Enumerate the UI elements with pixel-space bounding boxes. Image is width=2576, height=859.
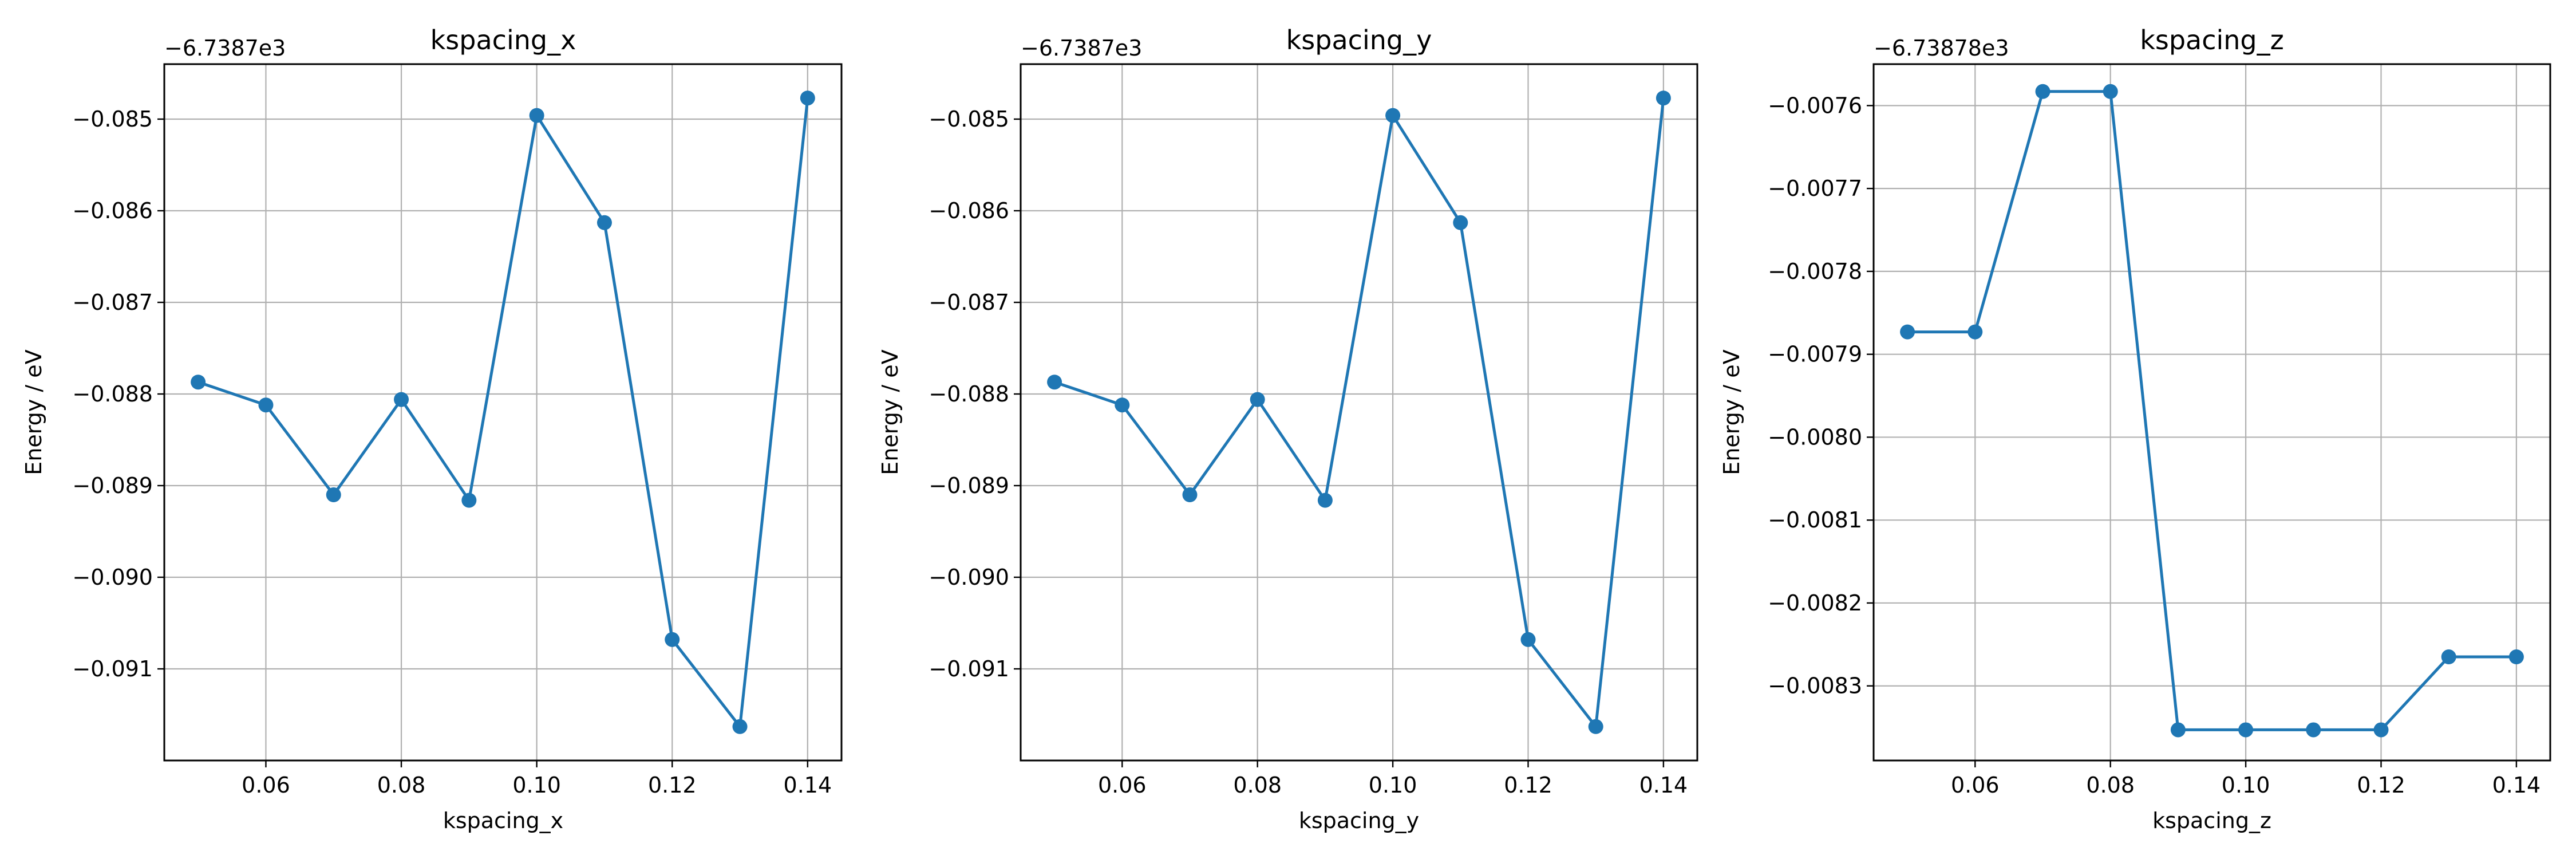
data-point [665,632,680,647]
x-tick-label: 0.08 [377,773,426,798]
y-tick-label: −0.0080 [1768,424,1862,450]
y-tick-label: −0.091 [72,656,153,681]
data-point [529,108,544,123]
x-tick-label: 0.06 [1098,773,1147,798]
data-point [2306,722,2321,738]
data-point [1900,324,1915,340]
y-tick-label: −0.091 [929,656,1009,681]
x-axis-label: kspacing_y [1299,808,1419,833]
y-tick-label: −0.0079 [1768,342,1862,367]
data-point [2441,649,2456,665]
x-tick-label: 0.12 [648,773,697,798]
data-point [1453,215,1468,230]
data-point [2170,722,2186,738]
data-point [2035,84,2050,99]
y-tick-label: −0.0081 [1768,507,1862,533]
x-tick-label: 0.12 [1504,773,1552,798]
x-tick-label: 0.06 [1951,773,2000,798]
x-axis-label: kspacing_z [2152,808,2271,833]
data-point [1588,719,1603,734]
chart-title: kspacing_z [2140,25,2284,56]
subplot-kspacing-x: kspacing_x −6.7387e3 kspacing_x Energy /… [21,25,843,833]
y-tick-label: −0.090 [72,565,153,590]
y-tick-label: −0.090 [929,565,1009,590]
data-point [596,215,612,230]
y-offset-label: −6.7387e3 [164,36,286,61]
data-point [1656,90,1671,106]
y-tick-label: −0.0083 [1768,673,1862,699]
y-tick-label: −0.088 [72,381,153,407]
x-tick-label: 0.08 [2086,773,2135,798]
y-tick-label: −0.0082 [1768,590,1862,616]
y-tick-label: −0.086 [72,198,153,223]
y-offset-label: −6.7387e3 [1021,36,1142,61]
data-point [394,392,409,407]
plot-frame [1020,63,1698,762]
series-line [1054,97,1665,728]
y-tick-label: −0.085 [929,107,1009,132]
data-point [2508,649,2524,665]
data-point [732,719,748,734]
data-point [1385,108,1401,123]
x-tick-label: 0.14 [784,773,832,798]
chart-title: kspacing_x [430,25,576,56]
x-tick-label: 0.06 [242,773,290,798]
x-tick-label: 0.10 [2222,773,2270,798]
data-point [2103,84,2118,99]
subplot-kspacing-z: kspacing_z −6.73878e3 kspacing_z Energy … [1719,25,2551,833]
data-point [1520,632,1536,647]
subplot-kspacing-y: kspacing_y −6.7387e3 kspacing_y Energy /… [878,25,1698,833]
data-point [461,492,477,508]
data-point [1967,324,1983,340]
series-line [197,97,809,728]
data-point [1182,487,1198,502]
y-tick-label: −0.089 [929,473,1009,498]
x-tick-label: 0.08 [1233,773,1282,798]
y-tick-label: −0.089 [72,473,153,498]
data-point [1115,397,1130,413]
y-tick-label: −0.087 [72,290,153,315]
data-point [1317,492,1333,508]
data-point [191,375,206,390]
y-tick-label: −0.088 [929,381,1009,407]
y-tick-label: −0.086 [929,198,1009,223]
y-tick-label: −0.0076 [1768,93,1862,118]
y-axis-label: Energy / eV [1719,349,1744,475]
plot-frame [1872,63,2551,762]
x-tick-label: 0.10 [1369,773,1417,798]
plot-frame [163,63,843,762]
chart-title: kspacing_y [1286,25,1432,56]
data-point [258,397,274,413]
x-tick-label: 0.14 [2492,773,2541,798]
y-tick-label: −0.085 [72,107,153,132]
y-offset-label: −6.73878e3 [1874,36,2009,61]
x-tick-label: 0.12 [2357,773,2405,798]
series-line [1907,90,2516,731]
data-point [1047,375,1062,390]
y-tick-label: −0.087 [929,290,1009,315]
y-tick-label: −0.0077 [1768,176,1862,201]
data-point [2238,722,2254,738]
data-point [2373,722,2389,738]
y-axis-label: Energy / eV [878,349,903,475]
x-tick-label: 0.14 [1639,773,1688,798]
x-axis-label: kspacing_x [443,808,563,833]
data-point [1250,392,1265,407]
data-point [326,487,341,502]
x-tick-label: 0.10 [512,773,561,798]
y-axis-label: Energy / eV [21,349,46,475]
y-tick-label: −0.0078 [1768,259,1862,284]
data-point [800,90,815,106]
